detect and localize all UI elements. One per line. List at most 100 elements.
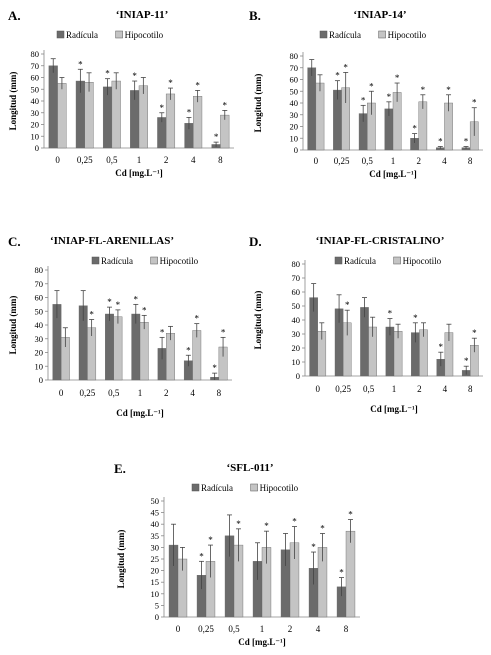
significance-star: * (142, 305, 147, 315)
legend-label: Hipocotilo (160, 256, 199, 266)
y-tick-label: 40 (151, 519, 160, 529)
significance-star: * (160, 103, 165, 113)
significance-star: * (311, 542, 316, 552)
legend-label: Radícula (201, 483, 233, 493)
chart-panel-e: E. ‘SFL-011’ Radícula Hipocotilo 0 5 10 15 20 25 3… (110, 455, 365, 650)
bar-hipocotilo (220, 114, 230, 149)
x-tick-label: 0 (55, 155, 60, 165)
y-tick-label: 30 (290, 110, 299, 120)
x-tick-label: 4 (191, 155, 196, 165)
bar-hipocotilo (192, 330, 202, 381)
x-tick-label: 0,5 (363, 384, 375, 394)
chart-panel-b: B. ‘INIAP-14’ Radícula Hipocotilo 0 10 20 30 40 5… (245, 4, 489, 184)
x-tick-label: 4 (316, 624, 321, 634)
significance-star: * (464, 136, 469, 146)
significance-star: * (438, 136, 443, 146)
legend-label: Hipocotilo (260, 483, 299, 493)
x-axis-label: Cd [mg.L⁻¹] (369, 169, 416, 179)
x-tick-label: 2 (288, 624, 293, 634)
bar-hipocotilo (113, 316, 123, 381)
bar-hipocotilo (57, 83, 67, 149)
y-tick-label: 70 (292, 273, 301, 283)
bar-hipocotilo (193, 96, 203, 149)
x-tick-label: 2 (416, 156, 421, 166)
significance-star: * (212, 363, 217, 373)
significance-star: * (195, 314, 200, 324)
x-tick-label: 8 (344, 624, 349, 634)
y-tick-label: 0 (39, 375, 43, 385)
y-axis-label: Longitud (mm) (116, 530, 126, 589)
x-tick-label: 0,25 (334, 156, 350, 166)
y-tick-label: 60 (35, 293, 44, 303)
legend-swatch (250, 483, 258, 492)
x-axis-label: Cd [mg.L⁻¹] (116, 408, 163, 418)
y-tick-label: 40 (35, 320, 44, 330)
x-tick-label: 0,25 (198, 624, 214, 634)
significance-star: * (195, 80, 200, 90)
significance-star: * (439, 342, 444, 352)
bar-hipocotilo (111, 80, 121, 149)
chart-title: ‘INIAP-FL-CRISTALINO’ (316, 235, 445, 247)
y-tick-label: 20 (151, 566, 160, 576)
significance-star: * (236, 519, 241, 529)
legend-swatch (319, 30, 328, 39)
legend-swatch (150, 256, 158, 265)
significance-star: * (388, 309, 393, 319)
significance-star: * (421, 85, 426, 95)
significance-star: * (214, 132, 219, 142)
significance-star: * (199, 551, 204, 561)
bar-hipocotilo (315, 82, 325, 151)
y-tick-label: 50 (35, 306, 44, 316)
y-tick-label: 50 (292, 301, 301, 311)
x-tick-label: 2 (417, 384, 422, 394)
x-tick-label: 1 (392, 384, 397, 394)
y-axis-label: Longitud (mm) (253, 291, 263, 350)
significance-star: * (160, 327, 165, 337)
bar-hipocotilo (165, 93, 176, 149)
y-tick-label: 30 (292, 329, 301, 339)
significance-star: * (208, 535, 213, 545)
y-tick-label: 30 (31, 108, 40, 118)
x-axis-label: Cd [mg.L⁻¹] (115, 168, 162, 178)
y-tick-label: 15 (151, 577, 160, 587)
bar-radicula (131, 313, 141, 381)
y-tick-label: 50 (31, 84, 40, 94)
significance-star: * (134, 294, 139, 304)
y-tick-label: 20 (31, 120, 40, 130)
significance-star: * (446, 85, 451, 95)
y-tick-label: 0 (294, 145, 298, 155)
bar-radicula (360, 307, 369, 377)
y-tick-label: 10 (292, 357, 301, 367)
significance-star: * (292, 517, 297, 527)
bar-radicula (102, 86, 113, 149)
significance-star: * (348, 510, 353, 520)
significance-star: * (221, 327, 226, 337)
x-tick-label: 0,5 (362, 156, 374, 166)
significance-star: * (168, 78, 173, 88)
y-tick-label: 60 (31, 73, 40, 83)
x-tick-label: 8 (468, 156, 473, 166)
y-tick-label: 20 (35, 348, 44, 358)
x-tick-label: 0 (314, 156, 319, 166)
legend-label: Hipocotilo (388, 30, 427, 40)
x-tick-label: 1 (137, 155, 142, 165)
x-tick-label: 0,5 (106, 155, 118, 165)
x-tick-label: 0 (315, 384, 320, 394)
y-tick-label: 50 (290, 86, 299, 96)
y-tick-label: 0 (155, 612, 159, 622)
x-tick-label: 8 (217, 388, 222, 398)
x-tick-label: 0,25 (335, 384, 351, 394)
significance-star: * (413, 313, 418, 323)
legend-swatch (393, 256, 401, 265)
x-tick-label: 0,5 (228, 624, 240, 634)
legend-label: Radícula (344, 256, 376, 266)
x-tick-label: 4 (442, 156, 447, 166)
panel-label: D. (249, 234, 262, 249)
x-tick-label: 4 (190, 388, 195, 398)
significance-star: * (464, 356, 469, 366)
y-tick-label: 80 (31, 49, 40, 59)
y-tick-label: 80 (292, 259, 301, 269)
bar-hipocotilo (166, 333, 175, 381)
y-tick-label: 5 (155, 600, 159, 610)
legend-swatch (91, 256, 100, 265)
